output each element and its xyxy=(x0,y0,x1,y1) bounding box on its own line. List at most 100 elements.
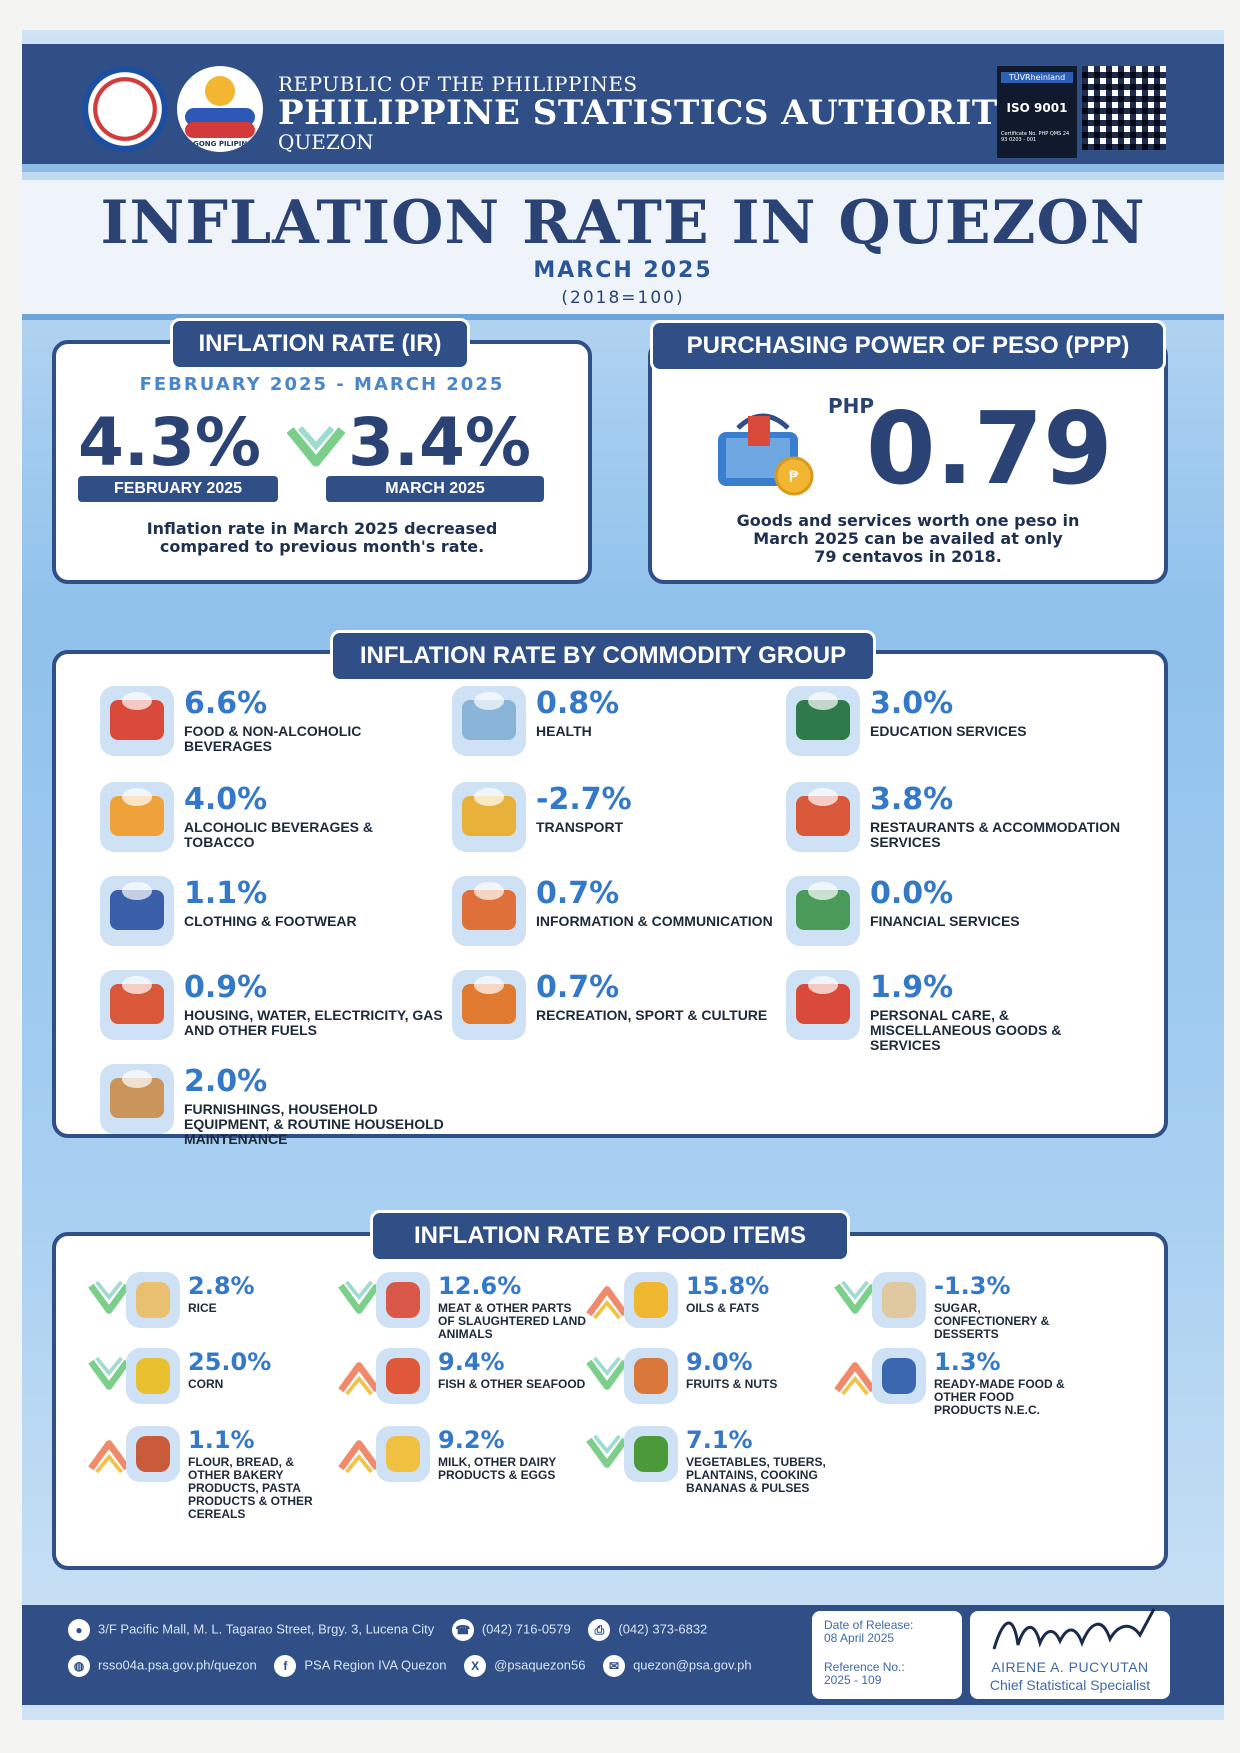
commodity-label: HEALTH xyxy=(536,723,592,739)
commodity-value: 0.7% xyxy=(536,970,620,1005)
ir-note: Inflation rate in March 2025 decreased c… xyxy=(56,520,588,556)
commodity-icon xyxy=(452,970,526,1040)
food-section-heading: INFLATION RATE BY FOOD ITEMS xyxy=(370,1210,850,1262)
commodity-section-heading: INFLATION RATE BY COMMODITY GROUP xyxy=(330,630,876,682)
food-label: FLOUR, BREAD, & OTHER BAKERY PRODUCTS, P… xyxy=(188,1455,313,1521)
psa-line: PHILIPPINE STATISTICS AUTHORITY xyxy=(278,93,1023,133)
footer-twitter[interactable]: @psaquezon56 xyxy=(494,1657,586,1673)
commodity-icon xyxy=(100,876,174,946)
commodity-label: TRANSPORT xyxy=(536,819,624,835)
release-label: Date of Release: xyxy=(824,1618,914,1632)
food-value: 25.0% xyxy=(188,1348,272,1376)
commodity-icon xyxy=(786,876,860,946)
food-icon xyxy=(872,1272,926,1328)
ppp-note-line-1: Goods and services worth one peso in xyxy=(736,511,1080,530)
commodity-value: 6.6% xyxy=(184,686,268,721)
ppp-currency: PHP xyxy=(828,394,875,418)
food-icon xyxy=(376,1272,430,1328)
food-icon xyxy=(126,1426,180,1482)
commodity-value: 2.0% xyxy=(184,1064,268,1099)
phone-icon: ☎ xyxy=(451,1619,474,1641)
commodity-label: RECREATION, SPORT & CULTURE xyxy=(536,1007,768,1023)
commodity-item: 4.0% ALCOHOLIC BEVERAGES & TOBACCO xyxy=(100,782,440,862)
ppp-note: Goods and services worth one peso in Mar… xyxy=(652,512,1164,566)
commodity-icon xyxy=(452,782,526,852)
commodity-label: HOUSING, WATER, ELECTRICITY, GAS AND OTH… xyxy=(184,1007,443,1038)
food-item: 25.0% CORN xyxy=(86,1348,336,1424)
food-items-panel: 2.8% RICE 12.6% MEAT & OTHER PARTS OF SLAUG… xyxy=(52,1232,1168,1570)
commodity-label: PERSONAL CARE, & MISCELLANEOUS GOODS & S… xyxy=(870,1007,1062,1053)
bagong-pilipinas-logo: BAGONG PILIPINAS xyxy=(177,66,263,152)
purchasing-power-panel: ₱ PHP 0.79 Goods and services worth one … xyxy=(648,340,1168,584)
up-chevron-icon xyxy=(88,1440,130,1474)
up-chevron-icon xyxy=(338,1440,380,1474)
iso-certification-badge: TÜVRheinland ISO 9001 Certificate No. PH… xyxy=(997,66,1077,158)
reference-number: 2025 - 109 xyxy=(824,1673,882,1687)
food-label: MILK, OTHER DAIRY PRODUCTS & EGGS xyxy=(438,1455,557,1482)
commodity-item: 0.7% INFORMATION & COMMUNICATION xyxy=(452,876,792,956)
footer: ● 3/F Pacific Mall, M. L. Tagarao Street,… xyxy=(22,1605,1224,1705)
ppp-note-line-2: March 2025 can be availed at only xyxy=(753,529,1063,548)
food-value: 1.1% xyxy=(188,1426,255,1454)
commodity-icon xyxy=(786,782,860,852)
food-label: FRUITS & NUTS xyxy=(686,1377,778,1391)
svg-text:₱: ₱ xyxy=(789,467,799,486)
ppp-note-line-3: 79 centavos in 2018. xyxy=(814,547,1002,566)
footer-facebook[interactable]: PSA Region IVA Quezon xyxy=(304,1657,447,1673)
commodity-label: FOOD & NON-ALCOHOLIC BEVERAGES xyxy=(184,723,362,754)
up-chevron-icon xyxy=(586,1286,628,1320)
food-icon xyxy=(624,1272,678,1328)
footer-website[interactable]: rsso04a.psa.gov.ph/quezon xyxy=(98,1657,257,1673)
ppp-section-heading: PURCHASING POWER OF PESO (PPP) xyxy=(650,320,1166,372)
ir-period: FEBRUARY 2025 - MARCH 2025 xyxy=(139,374,505,395)
reference-label: Reference No.: xyxy=(824,1660,905,1674)
food-item: 9.2% MILK, OTHER DAIRY PRODUCTS & EGGS xyxy=(336,1426,586,1502)
commodity-icon xyxy=(100,782,174,852)
down-chevron-icon xyxy=(834,1280,876,1314)
footer-phone[interactable]: (042) 716-0579 xyxy=(481,1621,571,1637)
food-label: CORN xyxy=(188,1377,224,1391)
commodity-label: FURNISHINGS, HOUSEHOLD EQUIPMENT, & ROUT… xyxy=(184,1101,444,1147)
footer-email[interactable]: quezon@psa.gov.ph xyxy=(633,1657,752,1673)
iso-label: ISO 9001 xyxy=(1006,101,1068,115)
food-value: -1.3% xyxy=(934,1272,1011,1300)
psa-logo xyxy=(82,66,168,152)
food-icon xyxy=(126,1272,180,1328)
ir-feb-value: 4.3% xyxy=(78,404,262,481)
food-value: 2.8% xyxy=(188,1272,255,1300)
food-value: 9.2% xyxy=(438,1426,505,1454)
ir-mar-label: MARCH 2025 xyxy=(326,476,544,502)
handwritten-signature xyxy=(992,1608,1156,1650)
email-icon: ✉ xyxy=(603,1655,626,1677)
footer-contact-row-1: ● 3/F Pacific Mall, M. L. Tagarao Street,… xyxy=(68,1619,721,1641)
commodity-label: INFORMATION & COMMUNICATION xyxy=(536,913,773,929)
food-value: 9.0% xyxy=(686,1348,753,1376)
commodity-label: RESTAURANTS & ACCOMMODATION SERVICES xyxy=(870,819,1121,850)
commodity-value: 0.0% xyxy=(870,876,954,911)
qr-code[interactable] xyxy=(1082,66,1166,150)
commodity-item: -2.7% TRANSPORT xyxy=(452,782,792,862)
food-value: 1.3% xyxy=(934,1348,1001,1376)
ppp-value: 0.79 xyxy=(866,390,1113,507)
commodity-label: FINANCIAL SERVICES xyxy=(870,913,1020,929)
commodity-value: -2.7% xyxy=(536,782,632,817)
food-icon xyxy=(872,1348,926,1404)
food-label: VEGETABLES, TUBERS, PLANTAINS, COOKING B… xyxy=(686,1455,826,1495)
commodity-item: 0.9% HOUSING, WATER, ELECTRICITY, GAS AND… xyxy=(100,970,443,1050)
down-chevron-icon xyxy=(88,1356,130,1390)
food-item: -1.3% SUGAR, CONFECTIONERY & DESSERTS xyxy=(832,1272,1082,1348)
food-item: 9.4% FISH & OTHER SEAFOOD xyxy=(336,1348,586,1424)
ir-note-line-1: Inflation rate in March 2025 decreased xyxy=(146,519,498,538)
food-item: 7.1% VEGETABLES, TUBERS, PLANTAINS, COOKI… xyxy=(584,1426,834,1502)
commodity-icon xyxy=(100,686,174,756)
food-item: 2.8% RICE xyxy=(86,1272,336,1348)
food-icon xyxy=(624,1348,678,1404)
food-label: READY-MADE FOOD & OTHER FOOD PRODUCTS N.… xyxy=(934,1377,1065,1417)
ir-section-heading: INFLATION RATE (IR) xyxy=(170,318,470,370)
commodity-label: EDUCATION SERVICES xyxy=(870,723,1027,739)
food-value: 9.4% xyxy=(438,1348,505,1376)
globe-icon: ◍ xyxy=(68,1655,90,1677)
footer-address: 3/F Pacific Mall, M. L. Tagarao Street, … xyxy=(98,1621,435,1637)
commodity-icon xyxy=(786,686,860,756)
food-label: OILS & FATS xyxy=(686,1301,760,1315)
